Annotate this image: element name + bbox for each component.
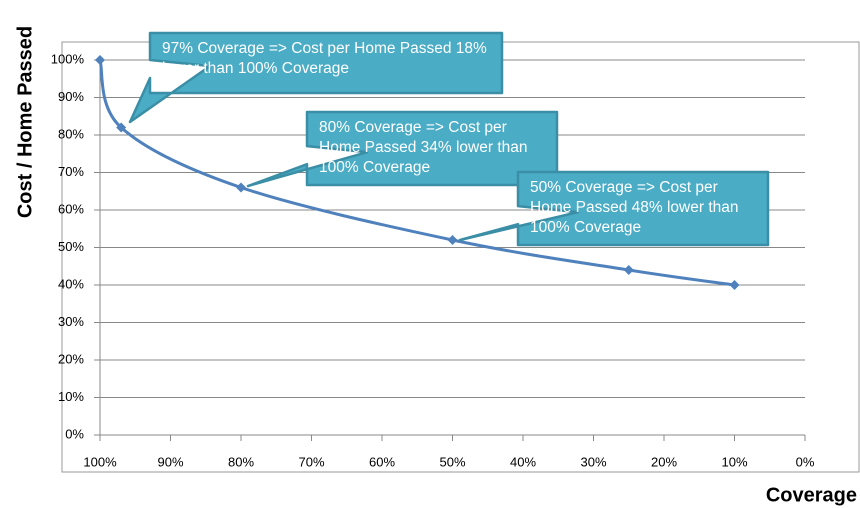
- y-tick-label: 20%: [58, 351, 84, 366]
- x-axis-title: Coverage: [766, 484, 857, 506]
- x-tick-label: 30%: [580, 454, 606, 469]
- x-tick-label: 90%: [157, 454, 183, 469]
- y-tick-label: 50%: [58, 239, 84, 254]
- y-tick-label: 10%: [58, 389, 84, 404]
- y-tick-label: 70%: [58, 164, 84, 179]
- x-tick-label: 20%: [651, 454, 677, 469]
- marker: [95, 55, 105, 65]
- y-tick-label: 80%: [58, 126, 84, 141]
- x-tick-label: 0%: [796, 454, 815, 469]
- chart-frame: [62, 42, 859, 472]
- x-tick-label: 10%: [721, 454, 747, 469]
- x-tick-label: 80%: [228, 454, 254, 469]
- callout-text: 50% Coverage => Cost per Home Passed 48%…: [518, 172, 768, 245]
- callout-text: 97% Coverage => Cost per Home Passed 18%…: [150, 33, 502, 93]
- x-tick-label: 50%: [439, 454, 465, 469]
- marker: [624, 265, 634, 275]
- marker: [730, 280, 740, 290]
- y-tick-label: 90%: [58, 89, 84, 104]
- x-tick-label: 100%: [83, 454, 117, 469]
- x-tick-label: 40%: [510, 454, 536, 469]
- marker: [448, 235, 458, 245]
- y-tick-label: 0%: [65, 426, 84, 441]
- y-tick-label: 60%: [58, 201, 84, 216]
- x-tick-label: 60%: [369, 454, 395, 469]
- y-axis-title: Cost / Home Passed: [14, 26, 36, 218]
- y-tick-label: 40%: [58, 276, 84, 291]
- page: Cost / Home Passed Coverage 0% 10% 20% 30% 4…: [0, 0, 860, 508]
- x-tick-label: 70%: [298, 454, 324, 469]
- y-tick-label: 30%: [58, 314, 84, 329]
- marker: [236, 183, 246, 193]
- y-tick-label: 100%: [51, 51, 85, 66]
